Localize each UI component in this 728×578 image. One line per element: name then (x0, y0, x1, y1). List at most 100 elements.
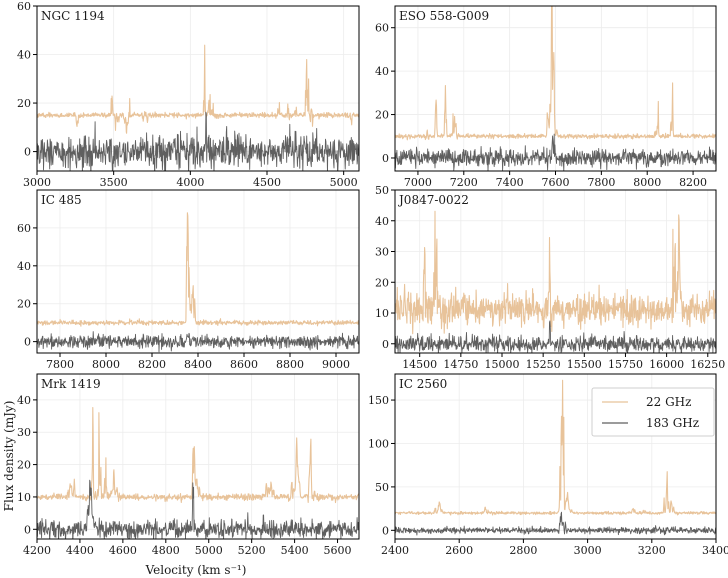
y-tick-label: 10 (375, 307, 389, 320)
x-tick-label: 2600 (445, 544, 473, 557)
x-tick-label: 8800 (276, 358, 304, 371)
x-tick-label: 7400 (496, 176, 524, 189)
y-tick-label: 40 (375, 215, 389, 228)
x-tick-label: 15250 (526, 358, 561, 371)
x-tick-label: 5000 (195, 544, 223, 557)
panel-frame (36, 5, 360, 172)
y-tick-label: 20 (17, 97, 31, 110)
y-axis-title: Flux density (mJy) (2, 401, 16, 512)
x-tick-label: 15500 (567, 358, 602, 371)
panel-4: 14500 14750 15000 15250 15500 15750 16000 16250… (375, 184, 725, 371)
x-tick-label: 3500 (100, 176, 128, 189)
y-tick-label: 0 (24, 146, 31, 159)
panel-title: ESO 558-G009 (399, 9, 489, 23)
x-tick-label: 4500 (253, 176, 281, 189)
panel-frame (36, 373, 360, 540)
panel-title: IC 485 (41, 193, 82, 207)
x-tick-label: 15750 (608, 358, 643, 371)
x-tick-label: 2400 (381, 544, 409, 557)
y-tick-label: 30 (375, 246, 389, 259)
series-22ghz-line (395, 379, 716, 516)
x-tick-label: 4400 (66, 544, 94, 557)
y-tick-label: 150 (368, 394, 389, 407)
y-tick-label: 20 (17, 298, 31, 311)
y-tick-label: 0 (382, 524, 389, 537)
y-tick-label: 0 (24, 523, 31, 536)
x-tick-label: 8200 (138, 358, 166, 371)
x-tick-label: 14500 (402, 358, 437, 371)
panel-6: 2400 2600 2800 3000 3200 3400 0 50 100 150 IC 2560 (368, 373, 728, 557)
series-22ghz-line (395, 210, 716, 335)
y-tick-label: 40 (375, 65, 389, 78)
series-22ghz-line (37, 407, 359, 504)
series-183ghz-line (37, 479, 359, 539)
series-22ghz-line (395, 6, 716, 141)
series-183ghz-line (395, 320, 716, 353)
y-tick-label: 10 (17, 491, 31, 504)
y-tick-label: 0 (382, 152, 389, 165)
panel-title: J0847-0022 (397, 193, 469, 207)
series-183ghz-line (37, 331, 359, 353)
panel-5: 4200 4400 4600 4800 5000 5200 5400 5600 0 10 20 30 4… (17, 373, 360, 557)
x-tick-label: 4000 (176, 176, 204, 189)
x-tick-label: 2800 (509, 544, 537, 557)
panel-title: IC 2560 (399, 377, 447, 391)
x-tick-label: 4600 (109, 544, 137, 557)
x-tick-label: 7200 (450, 176, 478, 189)
x-tick-label: 9000 (322, 358, 350, 371)
y-tick-label: 0 (382, 338, 389, 351)
y-tick-label: 20 (375, 109, 389, 122)
x-tick-label: 8000 (633, 176, 661, 189)
x-tick-label: 5600 (324, 544, 352, 557)
x-tick-label: 15000 (485, 358, 520, 371)
x-tick-label: 3000 (23, 176, 51, 189)
y-tick-label: 50 (375, 481, 389, 494)
y-tick-label: 0 (24, 336, 31, 349)
x-tick-label: 16000 (649, 358, 684, 371)
panel-frame (394, 189, 717, 354)
y-tick-label: 100 (368, 437, 389, 450)
x-tick-label: 8000 (92, 358, 120, 371)
panel-1: 3000 3500 4000 4500 5000 0 20 40 60 NGC 1194 (17, 0, 360, 189)
y-tick-label: 60 (375, 22, 389, 35)
legend-label-22ghz: 22 GHz (646, 395, 691, 409)
series-22ghz-line (37, 44, 359, 134)
x-tick-label: 7800 (587, 176, 615, 189)
panel-title: Mrk 1419 (41, 377, 101, 391)
series-183ghz-line (395, 133, 716, 171)
x-tick-label: 7600 (542, 176, 570, 189)
x-tick-label: 5200 (238, 544, 266, 557)
y-tick-label: 40 (17, 394, 31, 407)
y-tick-label: 50 (375, 184, 389, 197)
x-tick-label: 4200 (23, 544, 51, 557)
y-tick-label: 60 (17, 0, 31, 13)
y-tick-label: 20 (17, 459, 31, 472)
x-tick-label: 5400 (281, 544, 309, 557)
x-tick-label: 4800 (152, 544, 180, 557)
legend: 22 GHz 183 GHz (591, 387, 715, 437)
panel-title: NGC 1194 (41, 9, 105, 23)
y-tick-label: 40 (17, 260, 31, 273)
x-axis-title: Velocity (km s⁻¹) (145, 563, 247, 577)
y-tick-label: 40 (17, 49, 31, 62)
x-tick-label: 8400 (184, 358, 212, 371)
x-tick-label: 7800 (46, 358, 74, 371)
panel-frame (394, 373, 717, 540)
series-183ghz-line (37, 111, 359, 171)
x-tick-label: 8200 (679, 176, 707, 189)
series-183ghz-line (395, 511, 716, 536)
x-tick-label: 8600 (230, 358, 258, 371)
x-tick-label: 5000 (330, 176, 358, 189)
y-tick-label: 30 (17, 426, 31, 439)
y-tick-label: 60 (17, 222, 31, 235)
y-tick-label: 20 (375, 276, 389, 289)
legend-label-183ghz: 183 GHz (646, 416, 699, 430)
x-tick-label: 16250 (690, 358, 725, 371)
x-tick-label: 3000 (574, 544, 602, 557)
x-tick-label: 7000 (404, 176, 432, 189)
panel-3: 7800 8000 8200 8400 8600 8800 9000 0 20 40 60 IC 48… (17, 189, 360, 371)
series-22ghz-line (37, 212, 359, 327)
panel-2: 7000 7200 7400 7600 7800 8000 8200 0 20 40 60 ESO 5… (375, 5, 717, 189)
x-tick-label: 3400 (702, 544, 728, 557)
